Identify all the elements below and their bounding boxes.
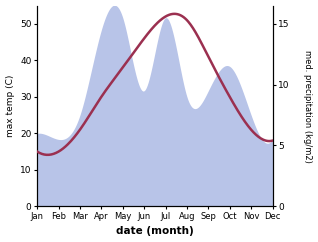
Y-axis label: med. precipitation (kg/m2): med. precipitation (kg/m2) [303,50,313,162]
Y-axis label: max temp (C): max temp (C) [5,75,15,137]
X-axis label: date (month): date (month) [116,227,194,236]
